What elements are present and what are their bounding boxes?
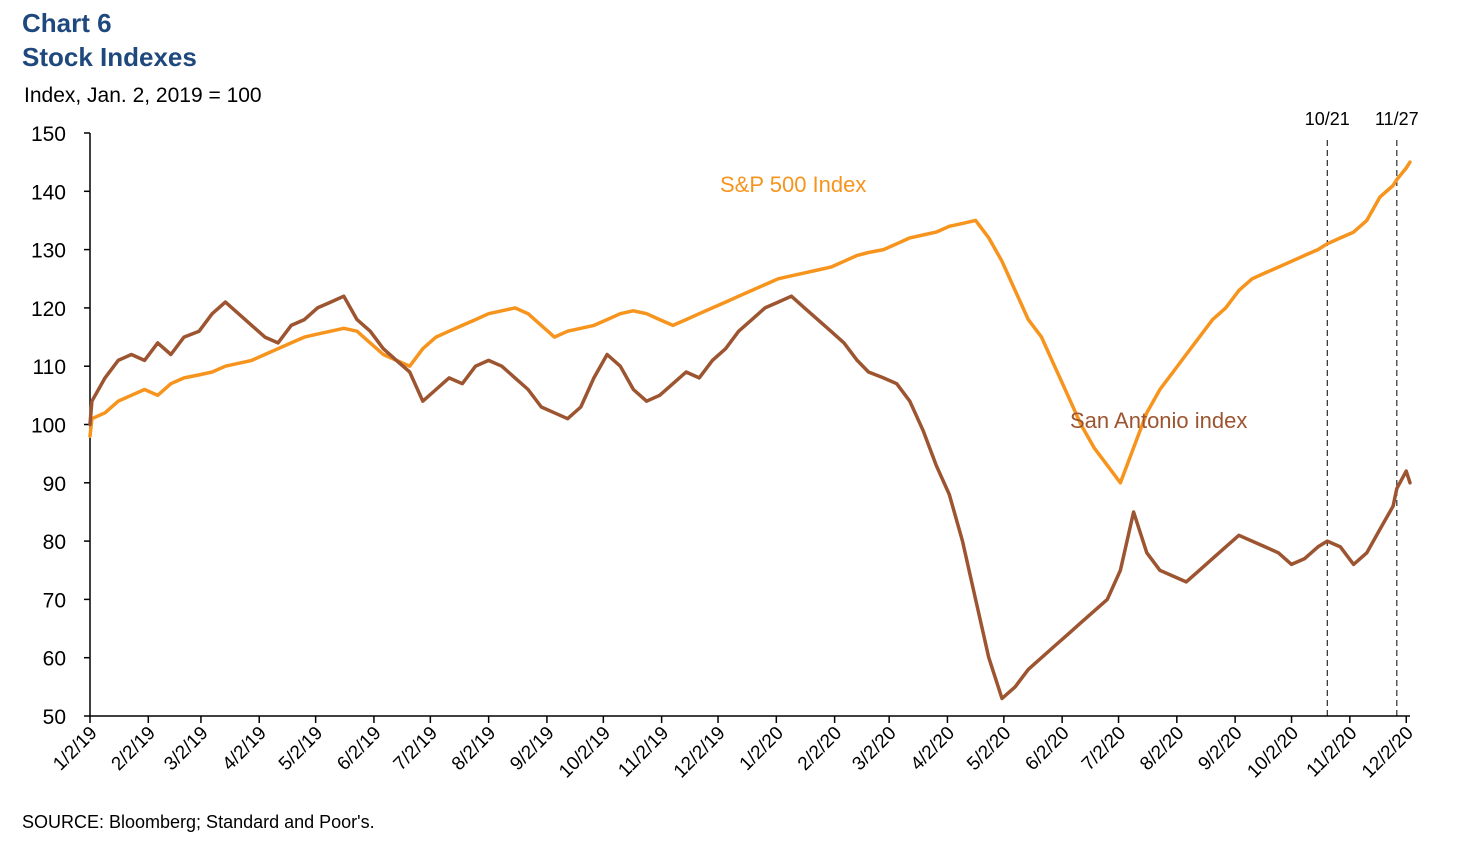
y-tick-label: 150 xyxy=(31,123,66,146)
x-tick-label: 7/2/19 xyxy=(390,723,442,775)
x-tick-label: 12/2/20 xyxy=(1358,723,1418,783)
y-tick-label: 120 xyxy=(31,298,66,321)
x-tick-label: 3/2/19 xyxy=(160,723,212,775)
axes: 50 60 70 80 90 100 110 120 130 140 150 1/2/19 2/2/19… xyxy=(31,123,1418,782)
y-tick-label: 90 xyxy=(43,473,66,496)
series-layer xyxy=(88,160,1412,701)
san-antonio-series-label: San Antonio index xyxy=(1070,408,1247,433)
y-tick-label: 60 xyxy=(43,648,66,671)
x-tick-label: 12/2/19 xyxy=(670,723,730,783)
annotation-label: 10/21 xyxy=(1305,109,1350,129)
y-tick-label: 50 xyxy=(43,706,66,729)
y-tick-label: 110 xyxy=(33,356,66,379)
chart-number: Chart 6 xyxy=(22,8,112,38)
x-tick-label: 8/2/20 xyxy=(1136,723,1188,775)
x-tick-label: 5/2/20 xyxy=(963,723,1015,775)
x-tick-label: 4/2/19 xyxy=(219,723,271,775)
y-axis-unit-label: Index, Jan. 2, 2019 = 100 xyxy=(24,84,262,107)
y-tick-label: 70 xyxy=(43,589,66,612)
x-tick-label: 3/2/20 xyxy=(848,723,900,775)
x-tick-label: 9/2/20 xyxy=(1194,723,1246,775)
chart-title: Stock Indexes xyxy=(22,42,197,72)
x-tick-label: 5/2/19 xyxy=(275,723,327,775)
x-tick-label: 1/2/20 xyxy=(736,723,788,775)
x-tick-label: 6/2/20 xyxy=(1021,723,1073,775)
annotation-label: 11/27 xyxy=(1375,109,1419,129)
y-tick-label: 140 xyxy=(31,181,66,204)
x-tick-label: 11/2/20 xyxy=(1303,723,1362,782)
x-tick-label: 10/2/19 xyxy=(555,723,615,783)
sp500-line xyxy=(88,160,1412,485)
x-tick-label: 1/2/19 xyxy=(49,723,101,775)
x-tick-label: 11/2/19 xyxy=(614,723,673,782)
x-tick-label: 2/2/20 xyxy=(794,723,846,775)
y-tick-label: 130 xyxy=(31,240,66,263)
y-tick-label: 80 xyxy=(43,531,66,554)
x-tick-label: 8/2/19 xyxy=(448,723,500,775)
series-labels: S&P 500 Index San Antonio index xyxy=(720,172,1247,433)
source-note: SOURCE: Bloomberg; Standard and Poor's. xyxy=(22,812,375,832)
x-tick-label: 6/2/19 xyxy=(333,723,385,775)
sp500-series-label: S&P 500 Index xyxy=(720,172,866,197)
x-tick-label: 4/2/20 xyxy=(907,723,959,775)
x-tick-label: 7/2/20 xyxy=(1078,723,1130,775)
x-tick-label: 10/2/20 xyxy=(1243,723,1303,783)
x-tick-label: 2/2/19 xyxy=(108,723,160,775)
y-tick-label: 100 xyxy=(31,415,66,438)
san-antonio-line xyxy=(88,294,1412,701)
x-tick-label: 9/2/19 xyxy=(506,723,558,775)
annotations: 10/21 11/27 xyxy=(1305,109,1419,716)
